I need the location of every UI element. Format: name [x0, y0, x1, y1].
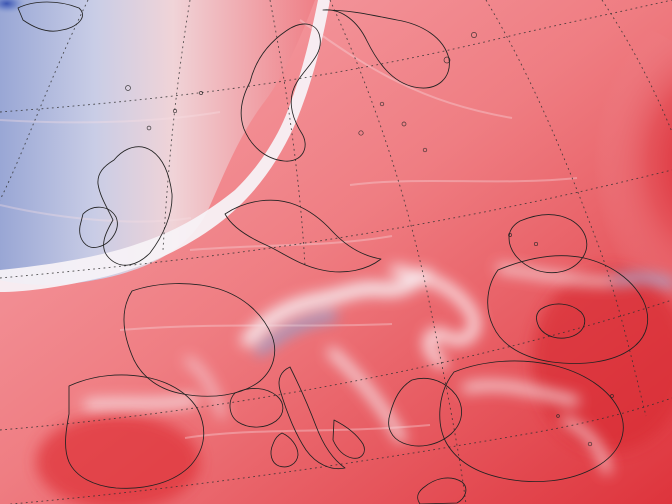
- neutral-transition-band: [0, 0, 330, 292]
- hot-anomaly-southeast: [532, 268, 672, 452]
- contour-texture: [0, 19, 578, 439]
- small-islands-and-lakes: [125, 32, 614, 447]
- hot-anomaly-iberia: [36, 414, 200, 504]
- cold-anomaly-region: [0, 0, 315, 285]
- mountain-cool-ridges: [83, 264, 672, 474]
